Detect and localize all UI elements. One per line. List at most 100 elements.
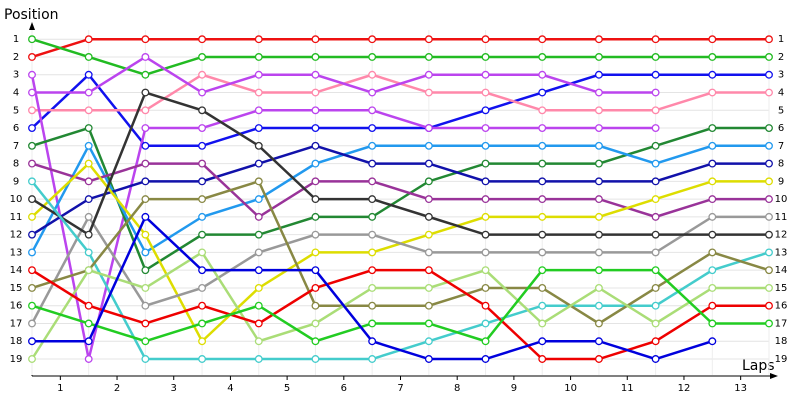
point <box>198 106 207 115</box>
point <box>538 266 547 275</box>
point <box>141 266 150 275</box>
point <box>141 177 150 186</box>
x-tick-label: 8 <box>454 383 460 394</box>
point <box>481 195 490 204</box>
point <box>594 88 603 97</box>
point <box>594 141 603 150</box>
point <box>84 319 93 328</box>
point <box>481 53 490 61</box>
point <box>708 88 717 97</box>
point <box>708 266 717 275</box>
point <box>481 212 490 221</box>
x-tick-label: 5 <box>284 383 290 394</box>
point <box>141 124 150 132</box>
point <box>708 70 717 79</box>
y-tick-label-right: 15 <box>775 283 788 294</box>
point <box>28 337 36 346</box>
point <box>651 159 660 168</box>
point <box>84 266 93 275</box>
series-line <box>30 250 769 360</box>
point <box>368 177 377 186</box>
point <box>254 141 263 150</box>
point <box>651 124 660 132</box>
point <box>708 124 717 132</box>
point <box>84 230 93 239</box>
point <box>594 159 603 168</box>
x-tick-label: 13 <box>734 383 747 394</box>
y-tick-label-right: 12 <box>775 230 788 241</box>
point <box>141 283 150 292</box>
point <box>368 195 377 204</box>
point <box>28 124 36 132</box>
point <box>28 53 36 61</box>
point <box>765 53 773 61</box>
point <box>254 70 263 79</box>
point <box>311 106 320 115</box>
point <box>198 195 207 204</box>
point <box>651 230 660 239</box>
point <box>765 88 773 97</box>
point <box>84 141 93 150</box>
point <box>311 319 320 328</box>
point <box>538 159 547 168</box>
series-line <box>31 268 769 361</box>
point <box>141 70 150 79</box>
point <box>594 35 603 44</box>
y-tick-label: 6 <box>13 123 19 134</box>
point <box>311 70 320 79</box>
y-tick-label: 10 <box>10 194 23 205</box>
point <box>84 88 93 97</box>
point <box>594 195 603 204</box>
y-tick-label-right: 14 <box>775 265 788 276</box>
point <box>708 337 717 346</box>
point <box>651 248 660 257</box>
point <box>84 195 93 204</box>
point <box>84 159 93 168</box>
point <box>651 212 660 221</box>
point <box>28 355 36 363</box>
point <box>651 266 660 275</box>
point <box>424 283 433 292</box>
point <box>708 141 717 150</box>
point <box>368 230 377 239</box>
point <box>198 177 207 186</box>
point <box>368 337 377 346</box>
point <box>424 319 433 328</box>
series-line <box>30 143 769 255</box>
x-tick-label: 4 <box>227 383 233 394</box>
point <box>594 106 603 115</box>
series-line <box>32 55 656 94</box>
x-tick-label: 2 <box>114 383 120 394</box>
y-tick-label-right: 6 <box>778 123 784 134</box>
point <box>481 159 490 168</box>
point <box>84 355 93 363</box>
point <box>141 230 150 239</box>
y-tick-label-right: 5 <box>778 105 784 116</box>
y-tick-label: 3 <box>13 70 19 81</box>
point <box>368 212 377 221</box>
point <box>424 195 433 204</box>
point <box>708 283 717 292</box>
point <box>198 35 207 44</box>
point <box>538 283 547 292</box>
y-tick-label: 15 <box>10 283 23 294</box>
point <box>198 159 207 168</box>
point <box>141 337 150 346</box>
point <box>481 337 490 346</box>
point <box>84 337 93 346</box>
point <box>538 248 547 257</box>
point <box>481 35 490 44</box>
point <box>538 141 547 150</box>
point <box>254 106 263 115</box>
point <box>481 70 490 79</box>
point <box>765 319 773 328</box>
point <box>254 266 263 275</box>
point <box>28 283 36 292</box>
point <box>538 88 547 97</box>
point <box>141 159 150 168</box>
point <box>84 124 93 132</box>
point <box>594 230 603 239</box>
point <box>311 355 320 363</box>
point <box>198 53 207 61</box>
point <box>424 230 433 239</box>
